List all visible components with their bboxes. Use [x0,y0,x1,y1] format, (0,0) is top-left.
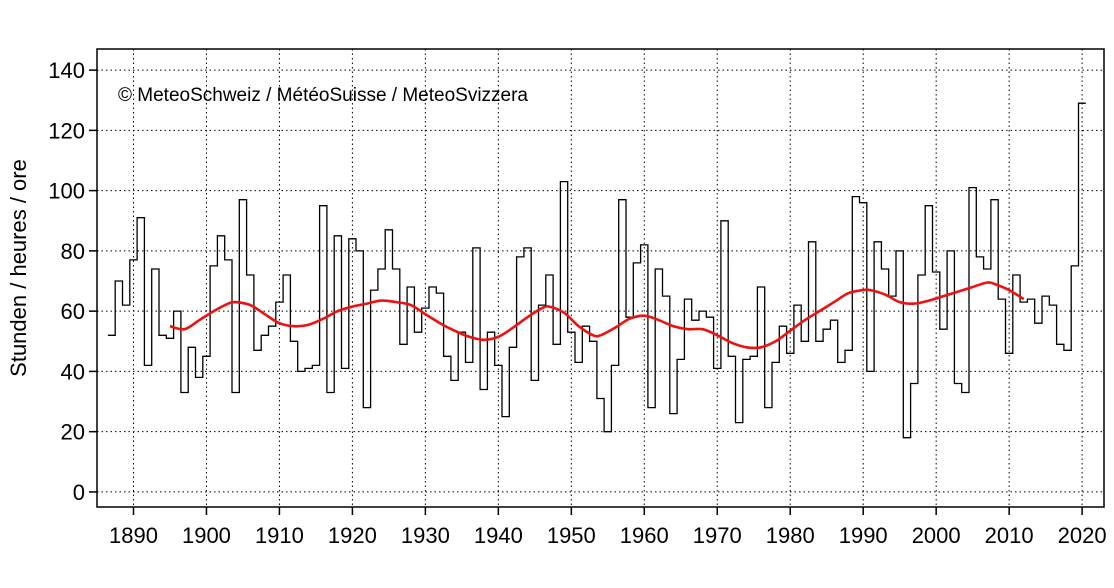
x-tick-label: 1980 [766,523,815,548]
x-axis: 1890 1900 1910 1920 1930 1940 1950 1960 1970 1980… [109,507,1107,548]
plot-area-frame [96,48,1105,508]
y-tick-label: 40 [61,359,85,384]
y-tick-label: 60 [61,299,85,324]
x-tick-label: 1890 [109,523,158,548]
copyright-annotation: © MeteoSchweiz / MétéoSuisse / MeteoSviz… [118,85,528,106]
y-tick-label: 0 [73,480,85,505]
y-tick-label: 140 [48,58,85,83]
x-tick-label: 1910 [255,523,304,548]
y-tick-label: 20 [61,420,85,445]
x-tick-label: 2000 [912,523,961,548]
x-tick-label: 2020 [1058,523,1107,548]
x-tick-label: 1950 [547,523,596,548]
annual-values-step-line [107,102,1086,439]
x-tick-label: 2010 [985,523,1034,548]
x-tick-label: 1900 [182,523,231,548]
x-tick-label: 1940 [474,523,523,548]
grid-lines [97,49,1104,507]
x-tick-label: 1990 [839,523,888,548]
smoothed-trend-line [169,281,1025,350]
x-tick-label: 1960 [620,523,669,548]
y-tick-label: 120 [48,118,85,143]
y-tick-label: 100 [48,179,85,204]
y-axis: 0 20 40 60 80 100 120 140 [48,58,97,505]
y-tick-label: 80 [61,239,85,264]
x-tick-label: 1920 [328,523,377,548]
y-axis-label: Stunden / heures / ore [6,159,31,377]
data-series [107,102,1086,439]
x-tick-label: 1930 [401,523,450,548]
x-tick-label: 1970 [693,523,742,548]
